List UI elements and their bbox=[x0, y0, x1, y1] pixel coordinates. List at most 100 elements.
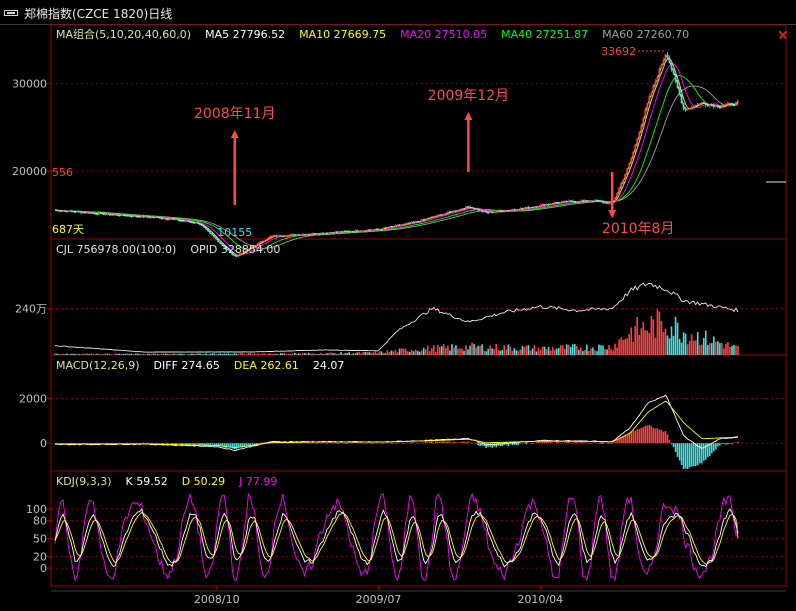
menu-icon[interactable] bbox=[4, 10, 18, 16]
candle bbox=[108, 213, 111, 216]
candle bbox=[541, 204, 544, 206]
macd-histogram-bar bbox=[711, 443, 713, 454]
volume-bar bbox=[503, 345, 506, 355]
macd-histogram-bar bbox=[533, 443, 536, 444]
macd-histogram-bar bbox=[118, 442, 121, 444]
volume-bar bbox=[308, 352, 310, 355]
volume-bar bbox=[602, 345, 604, 355]
candle bbox=[459, 209, 461, 211]
macd-histogram-bar bbox=[414, 442, 417, 444]
candle bbox=[444, 213, 447, 215]
volume-bar bbox=[277, 354, 280, 355]
candle bbox=[416, 221, 419, 223]
volume-bar bbox=[437, 345, 439, 355]
volume-bar bbox=[197, 353, 199, 355]
price-legend-item: MA60 27260.70 bbox=[602, 28, 690, 41]
candle bbox=[674, 73, 677, 81]
volume-bar bbox=[668, 338, 671, 355]
candle bbox=[94, 213, 97, 215]
macd-histogram-bar bbox=[721, 443, 723, 444]
candle bbox=[166, 219, 169, 221]
candle bbox=[114, 214, 117, 216]
macd-histogram-bar bbox=[684, 443, 687, 469]
candle bbox=[199, 223, 201, 225]
volume-bar bbox=[721, 343, 723, 355]
candle bbox=[720, 106, 723, 108]
candle bbox=[553, 202, 556, 204]
candle bbox=[662, 59, 665, 65]
macd-histogram-bar bbox=[511, 443, 514, 446]
volume-bar bbox=[553, 349, 556, 355]
candle bbox=[293, 234, 296, 236]
candle bbox=[309, 234, 312, 236]
macd-histogram-bar bbox=[596, 442, 598, 444]
macd-histogram-bar bbox=[606, 443, 608, 444]
candle bbox=[537, 206, 540, 208]
volume-bar bbox=[519, 349, 522, 355]
macd-histogram-bar bbox=[616, 440, 618, 444]
candle bbox=[650, 92, 653, 97]
min-price-label: 10155 bbox=[217, 226, 252, 239]
volume-bar bbox=[320, 352, 322, 355]
volume-bar bbox=[426, 345, 429, 355]
candle bbox=[209, 231, 212, 234]
macd-histogram-bar bbox=[175, 443, 177, 446]
candle bbox=[380, 229, 383, 231]
volume-bar bbox=[324, 353, 326, 355]
macd-histogram-bar bbox=[231, 443, 234, 449]
volume-bar bbox=[289, 353, 292, 355]
candle bbox=[384, 227, 387, 229]
volume-bar bbox=[634, 326, 637, 355]
macd-histogram-bar bbox=[297, 442, 300, 444]
candle bbox=[551, 203, 554, 205]
candle bbox=[618, 187, 621, 193]
candle bbox=[299, 234, 302, 236]
price-legend-item: MA10 27669.75 bbox=[299, 28, 387, 41]
candle bbox=[408, 222, 411, 224]
macd-histogram-bar bbox=[225, 443, 228, 448]
candle bbox=[305, 234, 308, 236]
candle bbox=[88, 212, 91, 214]
candle bbox=[316, 233, 318, 235]
macd-histogram-bar bbox=[644, 425, 647, 444]
macd-histogram-bar bbox=[555, 441, 558, 444]
macd-histogram-bar bbox=[592, 442, 594, 444]
volume-bar bbox=[636, 317, 639, 355]
volume-bar bbox=[491, 348, 494, 355]
volume-bar bbox=[386, 350, 389, 355]
kdj-legend-item: K 59.52 bbox=[125, 475, 168, 488]
volume-bar bbox=[175, 353, 177, 355]
volume-bar bbox=[563, 348, 566, 355]
candle bbox=[563, 201, 566, 203]
volume-bar bbox=[690, 334, 693, 355]
price-legend-item: MA组合(5,10,20,40,60,0) bbox=[56, 28, 192, 41]
candle bbox=[571, 201, 574, 203]
macd-histogram-bar bbox=[356, 442, 359, 444]
candle bbox=[185, 220, 187, 222]
candle bbox=[666, 54, 669, 58]
candle bbox=[678, 88, 681, 96]
macd-histogram-bar bbox=[463, 441, 465, 444]
candle bbox=[267, 237, 270, 240]
volume-bar bbox=[445, 347, 447, 355]
candle bbox=[434, 216, 437, 218]
volume-bar bbox=[126, 353, 129, 355]
macd-histogram-bar bbox=[197, 443, 199, 445]
volume-bar bbox=[406, 351, 409, 355]
left-edge-value: 556 bbox=[52, 166, 73, 179]
volume-bar bbox=[432, 345, 435, 355]
annotation-label: 2010年8月 bbox=[602, 221, 675, 237]
candle bbox=[722, 105, 725, 107]
candle bbox=[706, 105, 709, 107]
volume-bar bbox=[185, 354, 187, 355]
volume-bar bbox=[62, 353, 64, 355]
candle bbox=[465, 206, 467, 209]
volume-bar bbox=[706, 344, 709, 355]
candle bbox=[670, 63, 673, 70]
macd-histogram-bar bbox=[656, 428, 659, 444]
volume-bar bbox=[408, 351, 411, 355]
candle bbox=[733, 105, 735, 107]
macd-histogram-bar bbox=[271, 440, 274, 444]
macd-histogram-bar bbox=[326, 443, 328, 444]
